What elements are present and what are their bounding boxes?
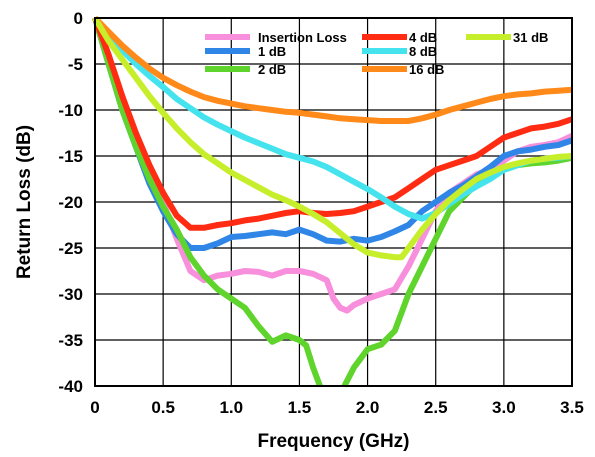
x-tick-label: 1.0 [219, 398, 243, 417]
y-axis-title: Return Loss (dB) [14, 125, 35, 279]
y-tick-label: -5 [68, 55, 83, 74]
y-tick-label: -10 [58, 101, 83, 120]
x-axis-title: Frequency (GHz) [257, 431, 409, 452]
series-layer [92, 15, 574, 388]
legend-item-8-db: 8 dB [362, 44, 437, 59]
legend-item-insertion-loss: Insertion Loss [205, 30, 347, 45]
y-tick-label: -20 [58, 193, 83, 212]
x-tick-labels: 0 0.5 1.0 1.5 2.0 2.5 3.0 3.5 [90, 398, 584, 417]
legend-item-31-db: 31 dB [466, 30, 548, 45]
legend-item-4-db: 4 dB [362, 30, 437, 45]
legend-label: 16 dB [409, 62, 444, 77]
legend-label: 8 dB [409, 44, 437, 59]
legend-label: 31 dB [513, 30, 548, 45]
y-tick-label: -35 [58, 331, 83, 350]
series-line-8-db [92, 16, 573, 222]
legend-label: 2 dB [258, 62, 286, 77]
x-tick-label: 0.5 [151, 398, 175, 417]
x-tick-label: 2.5 [424, 398, 448, 417]
y-tick-label: -25 [58, 239, 83, 258]
legend-label: 4 dB [409, 30, 437, 45]
x-tick-label: 1.5 [288, 398, 312, 417]
legend-item-2-db: 2 dB [205, 62, 286, 77]
legend-item-16-db: 16 dB [362, 62, 444, 77]
y-tick-label: -40 [58, 377, 83, 396]
x-tick-label: 3.5 [560, 398, 584, 417]
x-tick-label: 2.0 [356, 398, 380, 417]
x-tick-label: 3.0 [492, 398, 516, 417]
series-line-4-db [92, 16, 573, 231]
x-tick-label: 0 [90, 398, 99, 417]
plot-frame [94, 17, 573, 387]
legend-label: Insertion Loss [258, 30, 347, 45]
series-line-16-db [92, 15, 573, 124]
y-tick-label: -15 [58, 147, 83, 166]
series-line-31-db [92, 16, 573, 261]
legend-label: 1 dB [258, 44, 286, 59]
y-tick-label: -30 [58, 285, 83, 304]
series-line-insertion-loss [92, 16, 574, 314]
legend-item-1-db: 1 dB [205, 44, 286, 59]
y-tick-label: 0 [74, 9, 83, 28]
y-tick-labels: 0 -5 -10 -15 -20 -25 -30 -35 -40 [58, 9, 83, 396]
